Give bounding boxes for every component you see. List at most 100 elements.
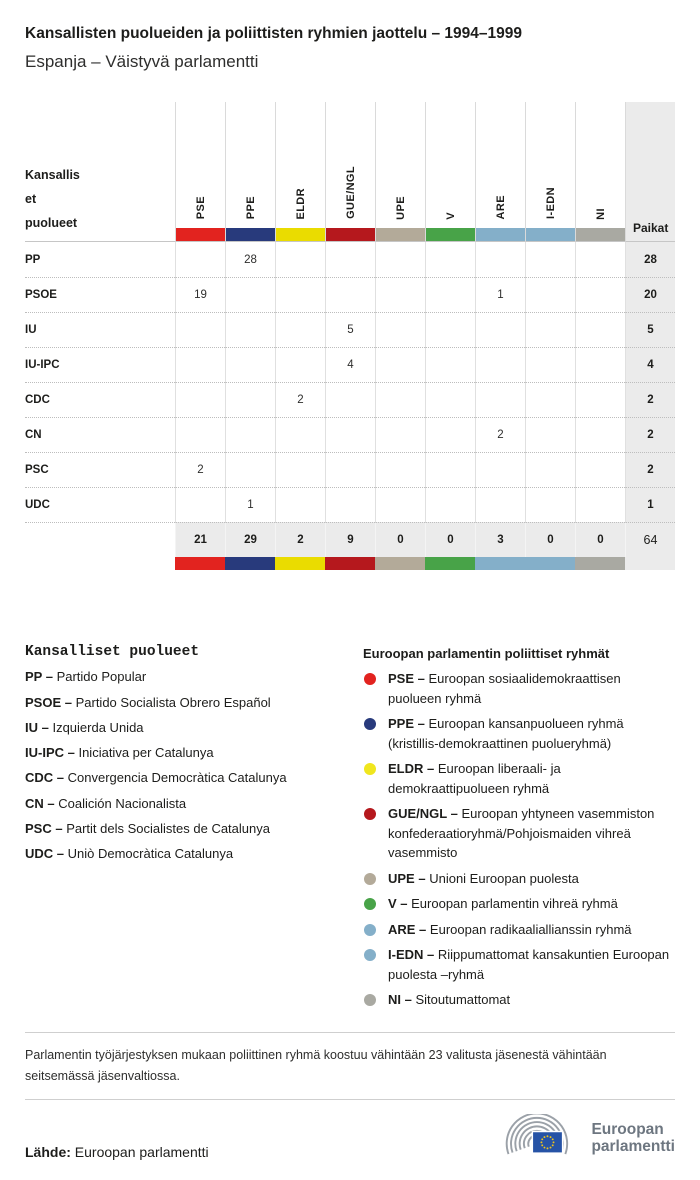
- group-color-dot: [364, 673, 376, 686]
- group-total: 21: [175, 522, 225, 558]
- row-header-line: et: [25, 191, 37, 206]
- group-name: Euroopan parlamentin vihreä ryhmä: [411, 896, 618, 912]
- source-value: Euroopan parlamentti: [74, 1144, 209, 1161]
- group-name: Euroopan sosiaalidemokraattisen puolueen…: [388, 671, 621, 706]
- group-color-bar-bottom: [325, 557, 375, 571]
- group-legend-text: V – Euroopan parlamentin vihreä ryhmä: [388, 894, 618, 914]
- group-color-dot: [364, 872, 376, 885]
- page-subtitle: Espanja – Väistyvä parlamentti: [25, 52, 259, 72]
- seat-cell: [275, 347, 325, 383]
- group-total: 0: [375, 522, 425, 558]
- party-label: CDC: [25, 382, 175, 417]
- party-label: UDC: [25, 487, 175, 522]
- seat-cell: [275, 277, 325, 313]
- group-name: Sitoutumattomat: [415, 992, 511, 1008]
- party-label: CN: [25, 417, 175, 452]
- group-color-bar-bottom: [375, 557, 425, 571]
- seat-cell: [575, 452, 625, 488]
- party-name: Partit dels Socialistes de Catalunya: [66, 820, 270, 836]
- seat-cell: [525, 277, 575, 313]
- seat-cell: [275, 312, 325, 348]
- group-abbr: GUE/NGL –: [388, 806, 458, 822]
- legend-groups-heading: Euroopan parlamentin poliittiset ryhmät: [363, 646, 610, 662]
- group-legend-item: ELDR – Euroopan liberaali- ja demokraatt…: [363, 759, 675, 798]
- seat-cell: 2: [275, 382, 325, 418]
- group-total: 0: [575, 522, 625, 558]
- group-color-bar: [326, 228, 375, 242]
- seat-cell: [525, 347, 575, 383]
- group-code-label: ELDR: [294, 187, 307, 220]
- group-color-bar-bottom: [575, 557, 625, 571]
- group-color-dot: [364, 808, 376, 821]
- row-seats-total: 2: [625, 382, 675, 418]
- seat-cell: [575, 347, 625, 383]
- group-total: 0: [525, 522, 575, 558]
- group-legend-item: PPE – Euroopan kansanpuolueen ryhmä (kri…: [363, 714, 675, 753]
- group-color-dot: [364, 994, 376, 1007]
- seat-cell: [225, 347, 275, 383]
- group-legend-text: GUE/NGL – Euroopan yhtyneen vasemmiston …: [388, 804, 675, 863]
- group-legend-text: PSE – Euroopan sosiaalidemokraattisen pu…: [388, 669, 675, 708]
- group-code-label: PPE: [244, 196, 257, 220]
- totals-row-spacer: [25, 522, 175, 558]
- party-abbr: CDC –: [25, 770, 65, 786]
- seat-cell: [175, 347, 225, 383]
- party-abbr: PSC –: [25, 820, 63, 836]
- seat-cell: [325, 277, 375, 313]
- party-legend-item: PSC – Partit dels Socialistes de Catalun…: [25, 821, 363, 837]
- seat-cell: [425, 277, 475, 313]
- group-legend-text: NI – Sitoutumattomat: [388, 990, 510, 1010]
- logo-line2: parlamentti: [591, 1138, 675, 1156]
- group-legend-text: I-EDN – Riippumattomat kansakuntien Euro…: [388, 945, 675, 984]
- row-seats-total: 4: [625, 347, 675, 383]
- party-legend-item: PP – Partido Popular: [25, 669, 363, 685]
- seat-cell: [375, 242, 425, 278]
- seat-cell: [175, 417, 225, 453]
- seats-table: Kansallis et puolueet PSE PPE ELDR GUE/NGL UPE V…: [25, 102, 675, 571]
- seat-cell: [525, 452, 575, 488]
- group-total: 2: [275, 522, 325, 558]
- row-seats-total: 5: [625, 312, 675, 348]
- page-title: Kansallisten puolueiden ja poliittisten …: [25, 25, 523, 42]
- group-total: 9: [325, 522, 375, 558]
- seat-cell: 2: [175, 452, 225, 488]
- seat-cell: [375, 382, 425, 418]
- party-abbr: PSOE –: [25, 694, 72, 710]
- seat-cell: [575, 417, 625, 453]
- row-seats-total: 2: [625, 417, 675, 453]
- party-legend-item: PSOE – Partido Socialista Obrero Español: [25, 695, 363, 711]
- group-code-label: NI: [594, 207, 607, 220]
- group-color-bar-bottom: [175, 557, 225, 571]
- group-color-bar: [526, 228, 575, 242]
- group-code-label: I-EDN: [544, 187, 557, 220]
- row-seats-total: 28: [625, 242, 675, 278]
- party-abbr: CN –: [25, 795, 55, 811]
- table-row-header-label: Kansallis et puolueet: [25, 102, 175, 243]
- group-name: Euroopan yhtyneen vasemmiston konfederaa…: [388, 806, 655, 861]
- party-name: Uniò Democràtica Catalunya: [67, 846, 234, 862]
- row-header-line: Kansallis: [25, 168, 80, 183]
- seat-cell: 4: [325, 347, 375, 383]
- legend-parties-heading: Kansalliset puolueet: [25, 644, 200, 661]
- row-header-line: puolueet: [25, 215, 78, 230]
- grand-total-seats: 64: [625, 522, 675, 558]
- party-name: Partido Popular: [56, 669, 147, 685]
- group-color-bar: [176, 228, 225, 242]
- group-name: Euroopan liberaali- ja demokraattipuolue…: [388, 761, 561, 796]
- source-line: Lähde: Euroopan parlamentti: [25, 1144, 209, 1162]
- seat-cell: [225, 452, 275, 488]
- group-legend-item: ARE – Euroopan radikaaliallianssin ryhmä: [363, 920, 675, 940]
- seat-cell: [525, 312, 575, 348]
- source-label: Lähde:: [25, 1144, 71, 1161]
- seat-cell: [225, 382, 275, 418]
- seat-cell: 1: [475, 277, 525, 313]
- group-total: 3: [475, 522, 525, 558]
- seat-cell: [425, 417, 475, 453]
- seat-cell: [525, 487, 575, 523]
- legend-political-groups: Euroopan parlamentin poliittiset ryhmät …: [363, 642, 675, 1010]
- seat-cell: 1: [225, 487, 275, 523]
- column-header-ppe: PPE: [225, 102, 275, 243]
- seat-cell: [275, 417, 325, 453]
- seat-cell: [375, 452, 425, 488]
- group-legend-item: GUE/NGL – Euroopan yhtyneen vasemmiston …: [363, 804, 675, 863]
